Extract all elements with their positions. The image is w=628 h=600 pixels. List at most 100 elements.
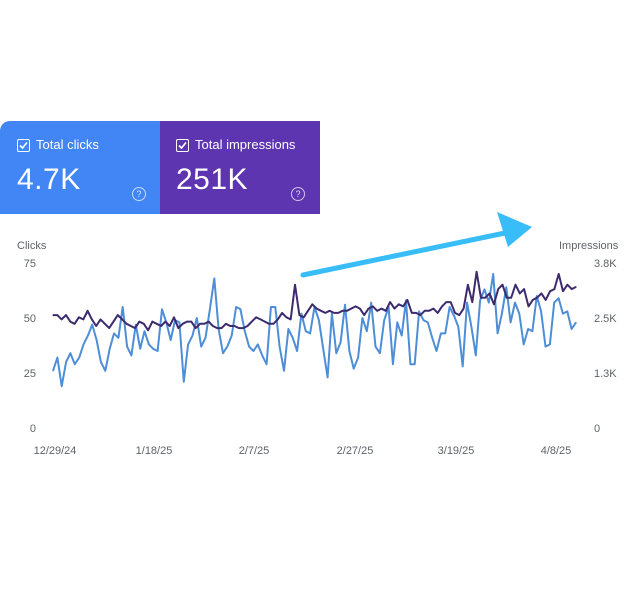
- impressions-point: [52, 314, 54, 316]
- impressions-point: [571, 288, 573, 290]
- impressions-point: [173, 316, 175, 318]
- impressions-point: [121, 318, 123, 320]
- clicks-point: [479, 299, 481, 301]
- impressions-point: [372, 305, 374, 307]
- total-clicks-value: 4.7K: [17, 163, 81, 196]
- impressions-point: [264, 321, 266, 323]
- clicks-point: [418, 310, 420, 312]
- total-impressions-card[interactable]: Total impressions 251K ?: [160, 121, 320, 214]
- impressions-point: [238, 327, 240, 329]
- impressions-point: [463, 308, 465, 310]
- impressions-point: [393, 308, 396, 310]
- checkbox-checked-icon[interactable]: [176, 139, 189, 152]
- clicks-point: [139, 348, 141, 350]
- impressions-point: [138, 321, 140, 323]
- impressions-point: [389, 301, 391, 303]
- clicks-point: [357, 357, 359, 359]
- clicks-point: [244, 330, 246, 332]
- impressions-point: [156, 323, 158, 325]
- impressions-point: [514, 284, 517, 286]
- impressions-point: [87, 310, 89, 312]
- impressions-point: [164, 321, 166, 323]
- impressions-point: [112, 321, 115, 323]
- clicks-point: [518, 313, 520, 315]
- checkbox-checked-icon[interactable]: [17, 139, 30, 152]
- impressions-point: [259, 318, 262, 320]
- clicks-point: [130, 354, 132, 356]
- clicks-point: [170, 339, 172, 341]
- clicks-point: [204, 337, 207, 339]
- impressions-point: [380, 308, 383, 310]
- help-icon[interactable]: ?: [132, 187, 146, 201]
- clicks-point: [69, 352, 71, 354]
- impressions-point: [281, 312, 283, 314]
- impressions-point: [337, 312, 339, 314]
- clicks-point: [209, 308, 211, 310]
- help-icon[interactable]: ?: [291, 187, 305, 201]
- impressions-point: [480, 297, 482, 299]
- clicks-point: [575, 321, 577, 323]
- impressions-point: [454, 312, 456, 314]
- clicks-point: [157, 350, 159, 352]
- impressions-point: [311, 303, 313, 305]
- impressions-series-line: [53, 270, 577, 332]
- clicks-point: [322, 348, 324, 350]
- impressions-point: [484, 297, 486, 299]
- impressions-point: [246, 325, 249, 327]
- clicks-point: [305, 330, 307, 332]
- x-tick-label: 1/18/25: [136, 445, 173, 457]
- clicks-point: [252, 350, 255, 352]
- clicks-point: [117, 337, 119, 339]
- impressions-point: [419, 314, 421, 316]
- clicks-point: [562, 313, 564, 315]
- impressions-point: [545, 299, 547, 301]
- impressions-point: [199, 323, 201, 325]
- impressions-point: [294, 284, 296, 286]
- impressions-point: [355, 305, 357, 307]
- y-tick-right: 0: [594, 423, 600, 435]
- total-clicks-card[interactable]: Total clicks 4.7K ?: [0, 121, 160, 214]
- clicks-point: [331, 313, 333, 315]
- x-tick-label: 2/27/25: [337, 445, 374, 457]
- impressions-point: [471, 301, 473, 303]
- clicks-point: [248, 346, 250, 348]
- clicks-point: [78, 357, 80, 359]
- impressions-point: [324, 312, 326, 314]
- x-tick-label: 3/19/25: [438, 445, 475, 457]
- clicks-point: [82, 343, 85, 345]
- impressions-point: [458, 314, 460, 316]
- impressions-point: [501, 284, 504, 286]
- clicks-point: [183, 381, 185, 383]
- impressions-point: [61, 318, 63, 320]
- clicks-point: [327, 376, 329, 378]
- impressions-point: [376, 310, 378, 312]
- clicks-point: [449, 306, 451, 308]
- clicks-point: [414, 363, 416, 365]
- clicks-point: [531, 330, 534, 332]
- impressions-point: [186, 321, 188, 323]
- impressions-point: [441, 305, 443, 307]
- clicks-point: [300, 313, 302, 315]
- clicks-point: [566, 310, 568, 312]
- clicks-point: [396, 321, 398, 323]
- impressions-point: [104, 323, 106, 325]
- impressions-point: [99, 318, 102, 320]
- impressions-point: [130, 325, 132, 327]
- clicks-point: [335, 352, 337, 354]
- impressions-point: [445, 301, 447, 303]
- impressions-point: [225, 323, 227, 325]
- clicks-point: [457, 326, 459, 328]
- impressions-point: [532, 299, 534, 301]
- clicks-point: [510, 321, 512, 323]
- clicks-point: [56, 357, 59, 359]
- impressions-point: [307, 310, 309, 312]
- impressions-point: [277, 318, 279, 320]
- clicks-point: [296, 350, 298, 352]
- impressions-point: [497, 288, 499, 290]
- clicks-point: [401, 335, 403, 337]
- clicks-point: [109, 348, 111, 350]
- clicks-point: [558, 297, 560, 299]
- clicks-point: [361, 317, 363, 319]
- clicks-point: [370, 302, 372, 304]
- clicks-point: [527, 328, 529, 330]
